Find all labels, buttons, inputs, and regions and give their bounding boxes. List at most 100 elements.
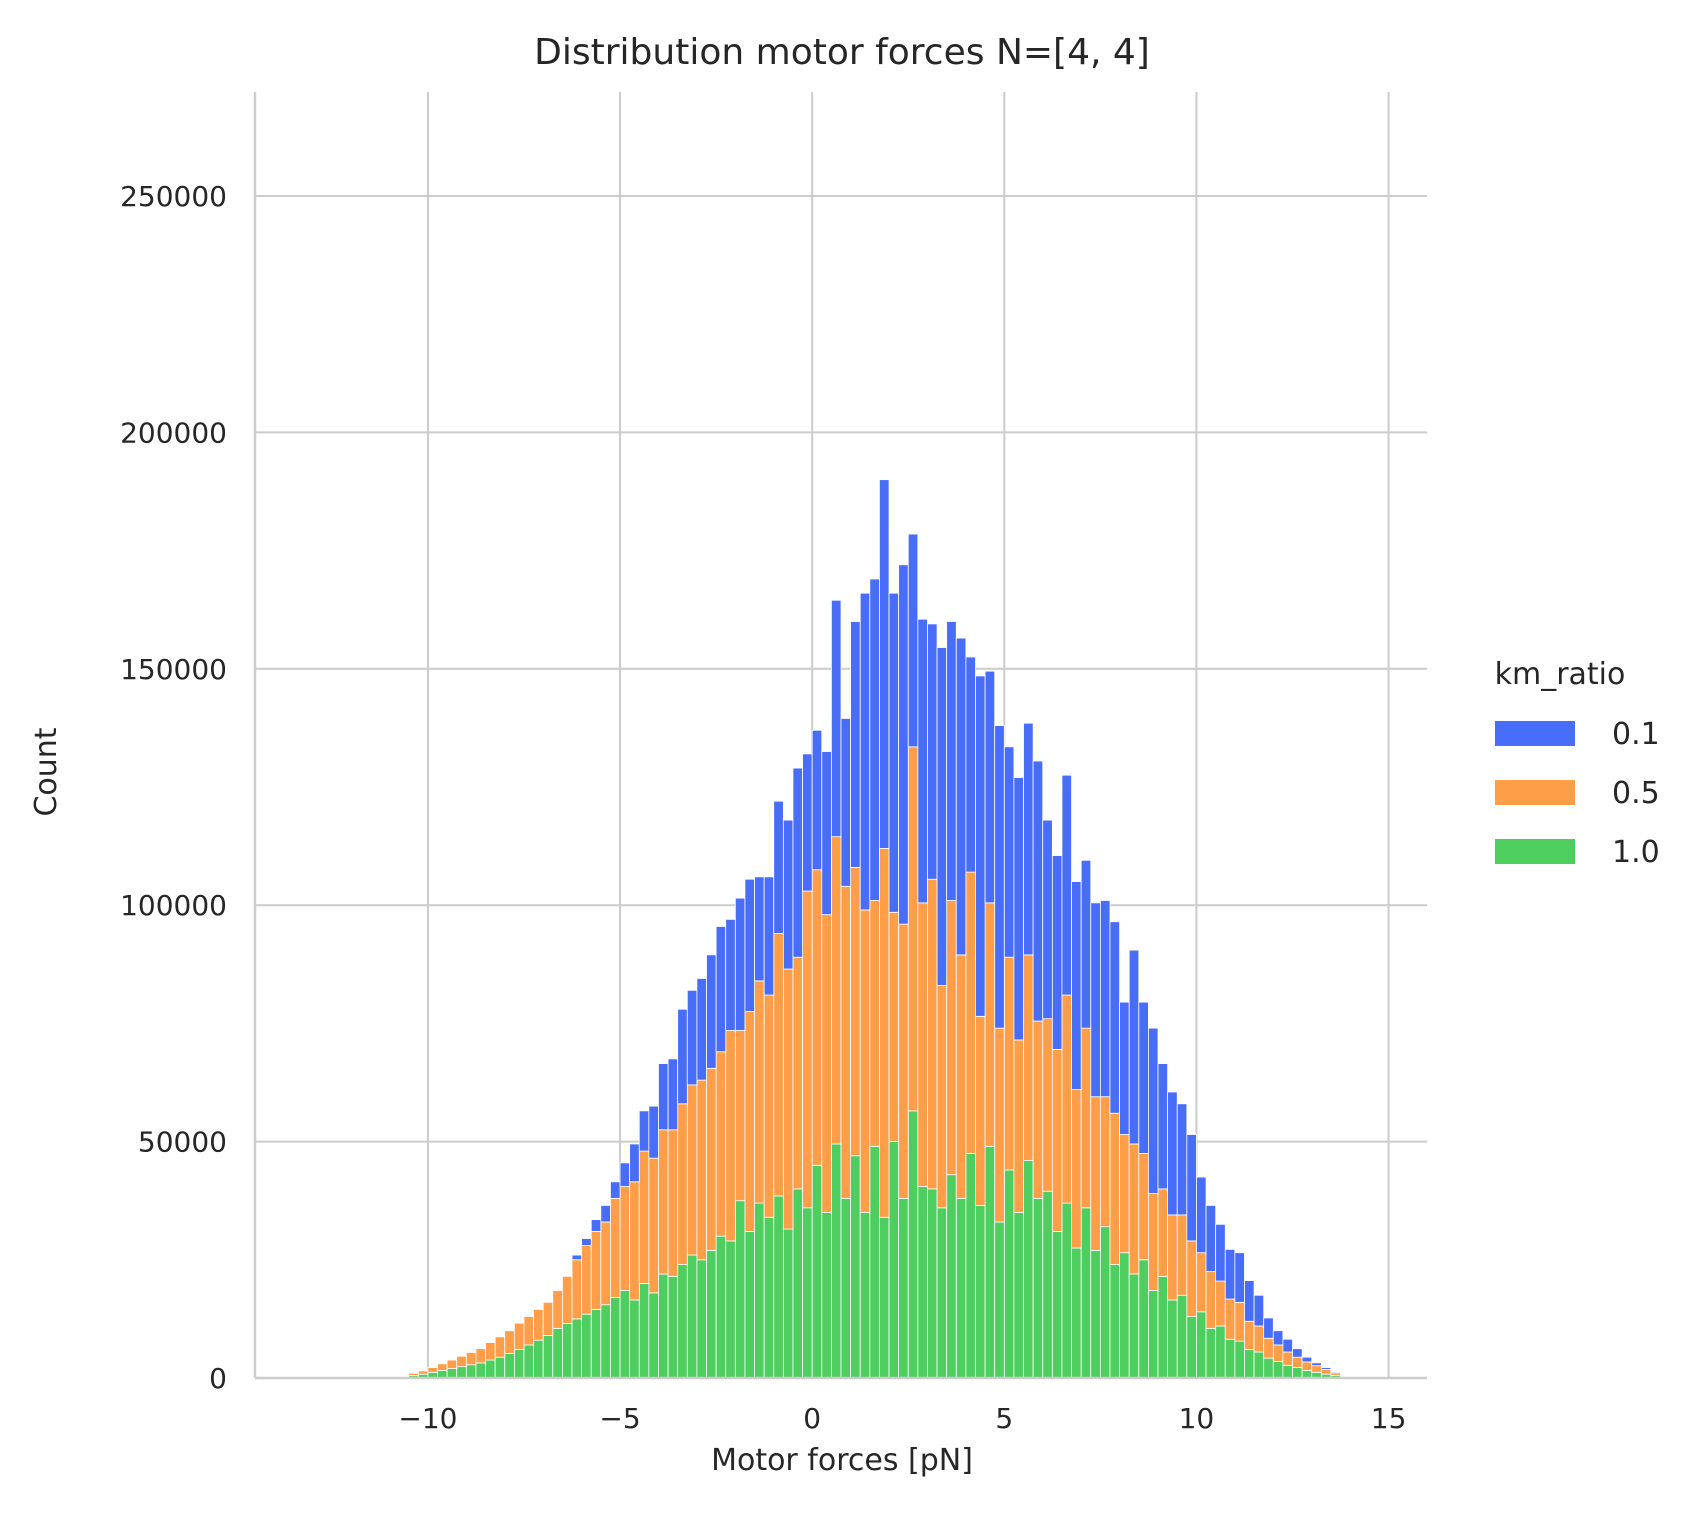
bar-1-0-10	[504, 1353, 515, 1379]
bar-1-0-28	[677, 1264, 688, 1379]
bar-0-5-9	[494, 1336, 506, 1358]
y-tick-label: 0	[209, 1362, 227, 1395]
bar-0-5-27	[667, 1129, 679, 1277]
bar-1-0-8	[485, 1359, 496, 1379]
bar-1-0-9	[494, 1356, 506, 1379]
bar-0-1-88	[1253, 1294, 1265, 1327]
bar-1-0-21	[610, 1297, 621, 1379]
bar-0-1-37	[763, 876, 775, 996]
bar-1-0-7	[475, 1362, 486, 1379]
y-tick-label: 150000	[120, 653, 227, 686]
bar-1-0-36	[754, 1202, 765, 1379]
bar-0-5-96	[1330, 1372, 1341, 1377]
bar-1-0-70	[1080, 1207, 1092, 1379]
bar-0-5-77	[1148, 1193, 1159, 1291]
bar-1-0-17	[571, 1318, 583, 1379]
bar-1-0-90	[1272, 1361, 1284, 1379]
bar-0-1-44	[830, 599, 842, 838]
bar-0-1-28	[677, 1008, 688, 1105]
bar-0-5-14	[542, 1301, 554, 1336]
bar-0-1-68	[1061, 774, 1072, 996]
bar-0-1-36	[754, 876, 765, 982]
bar-1-0-79	[1167, 1299, 1178, 1379]
bar-1-0-56	[946, 1174, 957, 1379]
bar-1-0-4	[446, 1368, 458, 1379]
bar-0-1-69	[1071, 881, 1082, 1090]
bar-0-5-49	[879, 848, 890, 1218]
bar-0-1-89	[1263, 1317, 1274, 1339]
bar-1-0-49	[879, 1216, 890, 1379]
bar-0-5-28	[677, 1103, 688, 1265]
bar-0-5-25	[648, 1157, 659, 1294]
bar-0-5-29	[686, 1084, 698, 1256]
bar-0-1-67	[1051, 855, 1063, 1050]
bar-0-5-79	[1167, 1214, 1178, 1301]
bar-0-5-41	[802, 890, 813, 1209]
bar-0-5-1	[417, 1370, 429, 1375]
bar-0-1-76	[1138, 1001, 1149, 1154]
bar-0-1-39	[782, 819, 794, 970]
y-tick-labels: 0 50000 100000 150000 200000 250000	[120, 180, 227, 1395]
bar-0-1-71	[1090, 902, 1101, 1098]
bar-0-5-44	[830, 836, 842, 1145]
bar-0-5-85	[1224, 1298, 1236, 1340]
bar-1-0-15	[552, 1327, 563, 1379]
bar-1-0-48	[869, 1145, 880, 1379]
bar-0-1-57	[955, 637, 967, 956]
bar-0-5-62	[1003, 956, 1015, 1171]
bar-0-1-65	[1032, 760, 1044, 1022]
bar-0-5-39	[782, 968, 794, 1230]
bar-0-1-53	[917, 618, 928, 904]
bar-0-5-53	[917, 902, 928, 1187]
bar-1-0-55	[936, 1207, 948, 1379]
bar-1-0-88	[1253, 1351, 1265, 1379]
bar-0-1-82	[1196, 1176, 1207, 1254]
bar-0-1-52	[907, 533, 919, 748]
legend: km_ratio 0.1 0.5 1.0	[1495, 657, 1660, 870]
bar-0-5-91	[1282, 1351, 1293, 1366]
bar-0-5-47	[859, 909, 871, 1213]
bar-0-5-40	[792, 956, 803, 1190]
bar-0-5-37	[763, 994, 775, 1218]
bar-0-1-62	[1003, 746, 1015, 958]
bar-0-5-33	[725, 1030, 736, 1242]
bar-0-1-24	[638, 1110, 650, 1152]
bar-0-5-89	[1263, 1337, 1274, 1359]
bar-0-5-94	[1311, 1365, 1322, 1373]
bar-0-1-84	[1215, 1223, 1226, 1282]
bar-0-5-68	[1061, 994, 1072, 1204]
bar-1-0-86	[1234, 1340, 1245, 1379]
bar-0-1-72	[1099, 900, 1111, 1098]
bar-0-1-29	[686, 989, 698, 1086]
bar-0-1-45	[840, 718, 852, 887]
bar-0-5-43	[821, 914, 832, 1213]
bar-0-5-10	[504, 1330, 515, 1354]
bar-0-1-94	[1311, 1362, 1322, 1367]
bar-0-5-30	[696, 1079, 707, 1261]
bar-0-1-80	[1176, 1103, 1188, 1216]
bar-0-5-76	[1138, 1153, 1149, 1261]
bar-0-5-16	[562, 1275, 573, 1325]
bar-0-5-71	[1090, 1096, 1101, 1251]
bar-0-5-46	[850, 866, 861, 1157]
bar-0-1-35	[744, 878, 755, 1012]
legend-label-0-1: 0.1	[1612, 717, 1660, 752]
bar-0-1-92	[1292, 1348, 1303, 1358]
bar-0-1-22	[619, 1162, 631, 1187]
bar-0-5-32	[715, 1051, 727, 1237]
bar-0-1-54	[927, 623, 938, 880]
bar-1-0-47	[859, 1212, 871, 1379]
bar-0-5-38	[773, 933, 784, 1197]
bar-0-1-25	[648, 1105, 659, 1159]
bar-0-5-82	[1196, 1252, 1207, 1313]
bar-0-5-81	[1186, 1240, 1197, 1317]
bar-1-0-73	[1109, 1264, 1120, 1379]
bar-0-5-54	[927, 878, 938, 1190]
bar-1-0-51	[898, 1197, 909, 1379]
bar-0-1-51	[898, 564, 909, 925]
bar-0-5-84	[1215, 1280, 1226, 1327]
bar-1-0-65	[1032, 1197, 1044, 1379]
bar-0-1-64	[1023, 722, 1034, 956]
bar-0-5-75	[1128, 1143, 1140, 1275]
bar-1-0-78	[1157, 1275, 1169, 1379]
